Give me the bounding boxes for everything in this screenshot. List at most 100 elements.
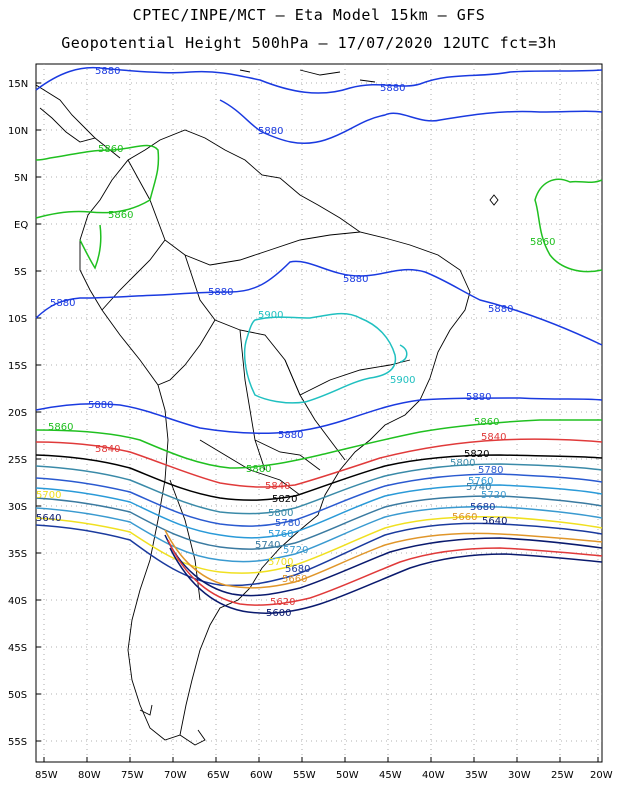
contour-label-5880: 5880 xyxy=(95,66,120,77)
contour-label-5880: 5880 xyxy=(488,304,513,315)
contour-5860-b xyxy=(79,224,102,270)
lon-label: 25W xyxy=(551,770,574,781)
contour-5640-south xyxy=(164,534,603,597)
lat-label: 35S xyxy=(8,549,27,560)
contour-5600 xyxy=(169,547,603,614)
map-subtitle: Geopotential Height 500hPa – 17/07/2020 … xyxy=(61,34,557,52)
lat-label: 40S xyxy=(8,596,27,607)
contour-label-5720: 5720 xyxy=(481,490,506,501)
contour-label-5860: 5860 xyxy=(108,210,133,221)
lon-label: 30W xyxy=(508,770,531,781)
contour-5620 xyxy=(167,539,603,606)
contour-label-5640: 5640 xyxy=(36,513,61,524)
contour-label-5620: 5620 xyxy=(270,597,295,608)
contour-label-5660: 5660 xyxy=(282,574,307,585)
contour-5880-north2 xyxy=(219,99,603,145)
contour-label-5780: 5780 xyxy=(478,465,503,476)
lat-label: 25S xyxy=(8,455,27,466)
contour-label-5860: 5860 xyxy=(474,417,499,428)
lat-label: 55S xyxy=(8,737,27,748)
contour-label-5640: 5640 xyxy=(482,516,507,527)
lat-label: 5S xyxy=(14,267,27,278)
height-contours xyxy=(35,66,603,614)
contour-label-5680: 5680 xyxy=(285,564,310,575)
contour-5880-south xyxy=(35,397,603,434)
contour-label-5740: 5740 xyxy=(466,482,491,493)
lat-label: 30S xyxy=(8,502,27,513)
contour-label-5760: 5760 xyxy=(268,529,293,540)
contour-labels: 5880 5880 5880 5880 5880 5880 5880 5880 … xyxy=(36,66,555,619)
contour-5820 xyxy=(35,454,603,501)
contour-label-5860: 5860 xyxy=(98,144,123,155)
contour-label-5900: 5900 xyxy=(258,310,283,321)
contour-label-5820: 5820 xyxy=(464,449,489,460)
contour-5880-mid xyxy=(35,260,603,346)
contour-label-5760: 5760 xyxy=(468,476,493,487)
lat-label: 15S xyxy=(8,361,27,372)
contour-label-5600: 5600 xyxy=(266,608,291,619)
contour-label-5840: 5840 xyxy=(481,432,506,443)
contour-5760 xyxy=(35,484,603,539)
lat-label: 50S xyxy=(8,690,27,701)
contour-5840 xyxy=(35,438,603,488)
contour-label-5880: 5880 xyxy=(258,126,283,137)
contour-label-5660: 5660 xyxy=(452,512,477,523)
lon-label: 35W xyxy=(465,770,488,781)
axis-ticks xyxy=(36,82,599,762)
contour-label-5740: 5740 xyxy=(255,540,280,551)
contour-5680 xyxy=(35,522,603,587)
contour-label-5880: 5880 xyxy=(466,392,491,403)
contour-label-5820: 5820 xyxy=(272,494,297,505)
lon-label: 60W xyxy=(250,770,273,781)
contour-label-5880: 5880 xyxy=(50,298,75,309)
contour-label-5800: 5800 xyxy=(450,458,475,469)
lat-label: 45S xyxy=(8,643,27,654)
lon-label: 20W xyxy=(590,770,613,781)
contour-5800 xyxy=(35,463,603,515)
contour-5720 xyxy=(35,506,603,563)
lon-label: 50W xyxy=(336,770,359,781)
contour-label-5860: 5860 xyxy=(530,237,555,248)
contour-label-5700: 5700 xyxy=(36,490,61,501)
contour-label-5880: 5880 xyxy=(343,274,368,285)
contour-label-5720: 5720 xyxy=(283,545,308,556)
lon-label: 80W xyxy=(78,770,101,781)
lat-label: 20S xyxy=(8,408,27,419)
contour-5700 xyxy=(35,516,603,574)
contour-label-5680: 5680 xyxy=(470,502,495,513)
contour-label-5900: 5900 xyxy=(390,375,415,386)
contour-label-5840: 5840 xyxy=(265,481,290,492)
lon-label: 70W xyxy=(164,770,187,781)
contour-label-5880: 5880 xyxy=(208,287,233,298)
contour-5660 xyxy=(164,529,603,589)
lon-label: 40W xyxy=(422,770,445,781)
lon-label: 65W xyxy=(207,770,230,781)
contour-5740 xyxy=(35,495,603,550)
lon-label: 55W xyxy=(293,770,316,781)
contour-label-5860: 5860 xyxy=(48,422,73,433)
map-title: CPTEC/INPE/MCT – Eta Model 15km – GFS xyxy=(132,6,486,24)
lat-label: 5N xyxy=(14,173,28,184)
contour-5860-north xyxy=(35,144,160,219)
contour-label-5860: 5860 xyxy=(246,464,271,475)
lon-label: 75W xyxy=(121,770,144,781)
contour-label-5780: 5780 xyxy=(275,518,300,529)
contour-label-5880: 5880 xyxy=(88,400,113,411)
longitude-labels: 85W 80W 75W 70W 65W 60W 55W 50W 45W 40W … xyxy=(35,770,613,781)
contour-5900 xyxy=(243,312,397,404)
contour-5860-south xyxy=(35,419,602,469)
contour-label-5880: 5880 xyxy=(278,430,303,441)
lon-label: 85W xyxy=(35,770,58,781)
contour-label-5880: 5880 xyxy=(380,83,405,94)
lat-label: 10N xyxy=(8,126,28,137)
lat-label: 10S xyxy=(8,314,27,325)
contour-5780 xyxy=(35,473,603,527)
contour-label-5700: 5700 xyxy=(268,557,293,568)
latitude-labels: 15N 10N 5N EQ 5S 10S 15S 20S 25S 30S 35S… xyxy=(8,79,28,748)
contour-5900-b xyxy=(399,344,408,363)
lat-label: 15N xyxy=(8,79,28,90)
contour-label-5840: 5840 xyxy=(95,444,120,455)
map-frame xyxy=(35,63,603,763)
contour-5880-north xyxy=(35,66,603,94)
